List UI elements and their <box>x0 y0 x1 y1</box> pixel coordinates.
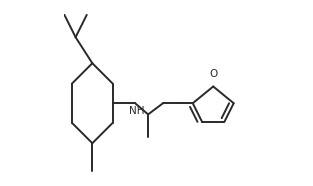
Text: O: O <box>209 69 217 79</box>
Text: NH: NH <box>129 106 144 116</box>
